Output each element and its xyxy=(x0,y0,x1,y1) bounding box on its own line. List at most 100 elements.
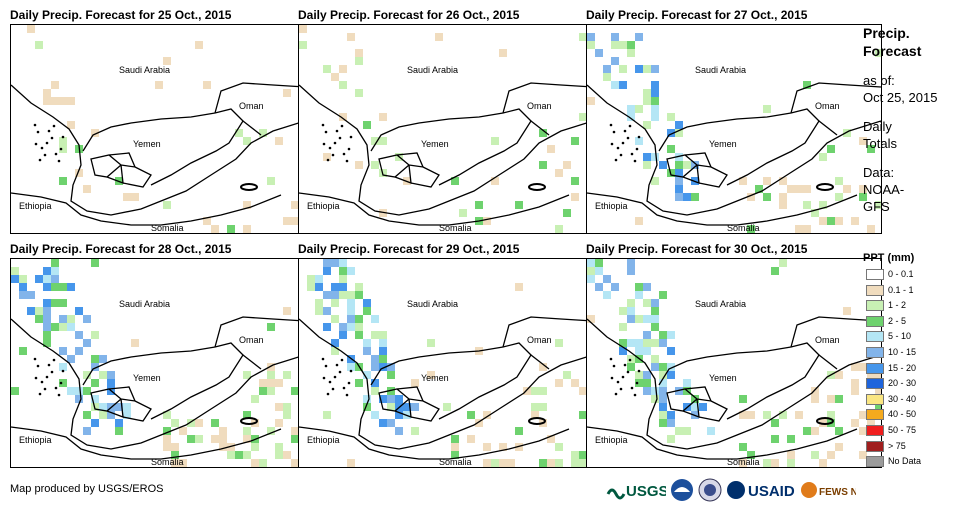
border-line xyxy=(11,318,305,450)
island-dot xyxy=(36,130,40,134)
precip-cell xyxy=(283,403,291,411)
precip-cell xyxy=(675,153,683,161)
precip-cell xyxy=(619,323,627,331)
precip-cell xyxy=(67,355,75,363)
precip-cell xyxy=(43,89,51,97)
precip-cell xyxy=(339,267,347,275)
precip-cell xyxy=(387,403,395,411)
legend-label: 50 - 75 xyxy=(888,425,917,435)
precip-cell xyxy=(339,283,347,291)
island-dot xyxy=(321,357,325,361)
map-label-saudi: Saudi Arabia xyxy=(407,65,459,75)
precip-cell xyxy=(27,307,35,315)
precip-cell xyxy=(651,81,659,89)
precip-cell xyxy=(739,395,747,403)
precip-cell xyxy=(627,299,635,307)
precip-cell xyxy=(227,451,235,459)
precip-cell xyxy=(675,161,683,169)
precip-cell xyxy=(371,379,379,387)
precip-cell xyxy=(363,347,371,355)
island-dot xyxy=(324,130,328,134)
legend-item: > 75 xyxy=(866,440,906,452)
precip-cell xyxy=(651,65,659,73)
precip-cell xyxy=(379,137,387,145)
island-dot xyxy=(623,129,627,133)
forecast-panel-30: Daily Precip. Forecast for 30 Oct., 2015… xyxy=(586,242,882,474)
precip-cell xyxy=(339,259,347,267)
precip-cell xyxy=(363,121,371,129)
precip-cell xyxy=(675,387,683,395)
precip-cell xyxy=(611,81,619,89)
precip-cell xyxy=(555,459,563,467)
precip-cell xyxy=(515,283,523,291)
border-line xyxy=(90,386,152,422)
precip-cell xyxy=(691,403,699,411)
island-dot xyxy=(61,135,65,139)
precip-cell xyxy=(179,427,187,435)
legend-label: 20 - 30 xyxy=(888,378,917,389)
precip-cell xyxy=(659,419,667,427)
precip-cell xyxy=(779,193,787,201)
legend-item: No Data xyxy=(866,456,921,468)
precip-cell xyxy=(43,97,51,105)
legend-title: Forecast xyxy=(863,43,922,59)
precip-cell xyxy=(859,137,867,145)
precip-cell xyxy=(555,169,563,177)
island-dot xyxy=(57,159,61,163)
precip-cell xyxy=(331,339,339,347)
border-line xyxy=(11,84,305,216)
precip-cell xyxy=(259,379,267,387)
map-label-saudi: Saudi Arabia xyxy=(119,299,171,309)
precip-cell xyxy=(483,459,491,467)
precip-cell xyxy=(827,145,835,153)
precip-cell xyxy=(819,217,827,225)
precip-cell xyxy=(811,427,819,435)
island-dot xyxy=(335,363,339,367)
precip-cell xyxy=(571,193,579,201)
precip-cell xyxy=(651,387,659,395)
island-dot xyxy=(630,152,634,156)
socotra-island xyxy=(240,417,258,425)
legend-label: 40 - 50 xyxy=(888,409,917,420)
island-dot xyxy=(347,381,351,385)
precip-cell xyxy=(67,323,75,331)
precip-cell xyxy=(659,379,667,387)
precip-cell xyxy=(371,331,379,339)
precip-cell xyxy=(843,307,851,315)
border-line xyxy=(370,342,532,420)
precip-cell xyxy=(875,387,881,395)
legend-item: 0 - 0.1 xyxy=(866,269,914,280)
map-label-yemen: Yemen xyxy=(709,373,737,383)
precip-cell xyxy=(675,185,683,193)
precip-cell xyxy=(283,451,291,459)
precip-cell xyxy=(267,427,275,435)
precip-cell xyxy=(803,81,811,89)
precip-cell xyxy=(707,427,715,435)
precip-cell xyxy=(491,137,499,145)
precip-cell xyxy=(691,161,699,169)
island-dot xyxy=(322,142,326,146)
legend-swatch xyxy=(866,269,884,280)
precip-cell xyxy=(379,209,387,217)
precip-cell xyxy=(635,315,643,323)
precip-cell xyxy=(43,299,51,307)
island-dot xyxy=(43,153,47,157)
precip-cell xyxy=(275,403,283,411)
precip-cell xyxy=(339,65,347,73)
precip-cell xyxy=(787,185,795,193)
precip-cell xyxy=(363,371,371,379)
precip-cell xyxy=(579,451,587,459)
precip-cell xyxy=(355,291,363,299)
island-dot xyxy=(333,141,337,145)
precip-cell xyxy=(587,267,595,275)
precip-cell xyxy=(739,443,747,451)
precip-cell xyxy=(683,193,691,201)
precip-cell xyxy=(811,209,819,217)
precip-cell xyxy=(651,363,659,371)
border-line xyxy=(530,120,550,136)
island-dot xyxy=(635,381,639,385)
panel-title: Daily Precip. Forecast for 25 Oct., 2015 xyxy=(10,8,232,22)
precip-cell xyxy=(395,411,403,419)
svg-text:USGS: USGS xyxy=(626,483,666,500)
precip-cell xyxy=(235,451,243,459)
